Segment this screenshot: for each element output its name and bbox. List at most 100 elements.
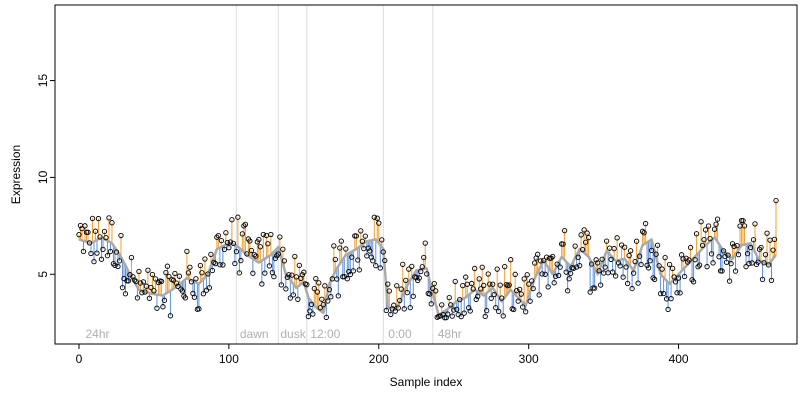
data-point bbox=[758, 244, 764, 251]
data-point bbox=[325, 298, 331, 304]
data-point bbox=[518, 291, 524, 297]
data-point bbox=[391, 302, 397, 308]
data-point bbox=[588, 261, 595, 267]
data-point bbox=[593, 257, 599, 263]
data-point bbox=[214, 234, 220, 240]
data-point bbox=[768, 277, 775, 284]
data-point bbox=[365, 245, 371, 251]
data-point bbox=[92, 228, 99, 234]
data-point bbox=[554, 261, 560, 267]
data-point bbox=[247, 238, 253, 244]
data-point bbox=[248, 247, 255, 254]
data-point bbox=[460, 282, 466, 289]
data-point bbox=[416, 275, 422, 281]
x-axis-title: Sample index bbox=[390, 375, 463, 389]
data-point bbox=[562, 227, 568, 234]
data-point bbox=[128, 254, 135, 261]
data-point bbox=[532, 260, 538, 266]
data-point bbox=[133, 278, 139, 285]
data-point bbox=[316, 280, 322, 286]
data-point bbox=[668, 295, 674, 302]
data-point bbox=[83, 229, 90, 235]
data-point bbox=[752, 221, 758, 227]
data-point bbox=[107, 248, 114, 255]
data-point bbox=[335, 293, 341, 299]
data-point bbox=[265, 241, 271, 247]
data-point bbox=[720, 248, 727, 254]
data-point bbox=[653, 251, 659, 257]
data-point bbox=[597, 282, 604, 288]
data-point bbox=[86, 240, 93, 246]
data-point bbox=[624, 280, 631, 287]
data-point bbox=[523, 309, 529, 315]
data-point bbox=[750, 237, 757, 243]
data-point bbox=[185, 270, 192, 276]
data-point bbox=[635, 280, 641, 286]
data-point bbox=[88, 250, 94, 257]
data-point bbox=[608, 256, 614, 263]
data-point bbox=[388, 311, 394, 318]
data-point bbox=[702, 227, 709, 233]
data-point bbox=[149, 271, 156, 278]
data-point bbox=[116, 258, 123, 264]
data-point bbox=[295, 296, 301, 302]
data-point bbox=[251, 252, 258, 258]
data-point bbox=[473, 296, 479, 302]
data-point bbox=[496, 308, 502, 315]
data-point bbox=[95, 215, 102, 222]
data-point bbox=[500, 313, 506, 319]
data-point bbox=[467, 308, 473, 314]
data-point bbox=[277, 234, 283, 240]
data-point bbox=[110, 261, 117, 267]
data-point bbox=[707, 235, 713, 242]
data-point bbox=[692, 257, 698, 263]
data-point bbox=[289, 272, 295, 278]
data-point bbox=[731, 243, 737, 249]
y-axis: 5 10 15 bbox=[36, 74, 55, 278]
data-point bbox=[710, 260, 716, 266]
data-point bbox=[632, 259, 638, 265]
data-point bbox=[687, 244, 694, 251]
data-point bbox=[536, 292, 542, 298]
data-point bbox=[761, 260, 767, 266]
data-point bbox=[654, 242, 661, 248]
data-point bbox=[437, 313, 443, 319]
data-point bbox=[215, 233, 222, 239]
data-point bbox=[639, 228, 646, 234]
data-point bbox=[469, 280, 475, 287]
data-point bbox=[205, 271, 211, 277]
data-point bbox=[259, 281, 265, 287]
data-point bbox=[686, 257, 692, 263]
data-point bbox=[645, 265, 652, 271]
data-point bbox=[698, 219, 704, 225]
data-point bbox=[320, 301, 326, 308]
data-point bbox=[452, 278, 458, 285]
data-point bbox=[184, 248, 190, 255]
data-point bbox=[491, 291, 497, 298]
data-point bbox=[705, 223, 712, 229]
y-tick-label: 15 bbox=[36, 74, 50, 88]
x-tick-label: 400 bbox=[669, 352, 689, 366]
data-point bbox=[227, 239, 234, 245]
data-point bbox=[596, 268, 602, 274]
data-point bbox=[362, 233, 368, 239]
data-point bbox=[385, 281, 391, 287]
data-point bbox=[445, 311, 451, 317]
data-point bbox=[571, 265, 577, 271]
data-point bbox=[677, 290, 683, 296]
data-point bbox=[451, 307, 457, 313]
x-tick-label: 300 bbox=[519, 352, 539, 366]
data-point bbox=[542, 271, 548, 277]
data-point bbox=[196, 306, 202, 312]
data-point bbox=[541, 257, 547, 264]
data-point bbox=[283, 286, 289, 292]
data-point bbox=[226, 244, 232, 251]
data-point bbox=[650, 275, 656, 281]
data-point bbox=[394, 283, 400, 289]
data-point bbox=[209, 267, 216, 274]
data-point bbox=[130, 274, 136, 280]
data-point bbox=[448, 302, 454, 308]
plot-frame bbox=[54, 4, 798, 345]
data-point bbox=[140, 279, 147, 285]
